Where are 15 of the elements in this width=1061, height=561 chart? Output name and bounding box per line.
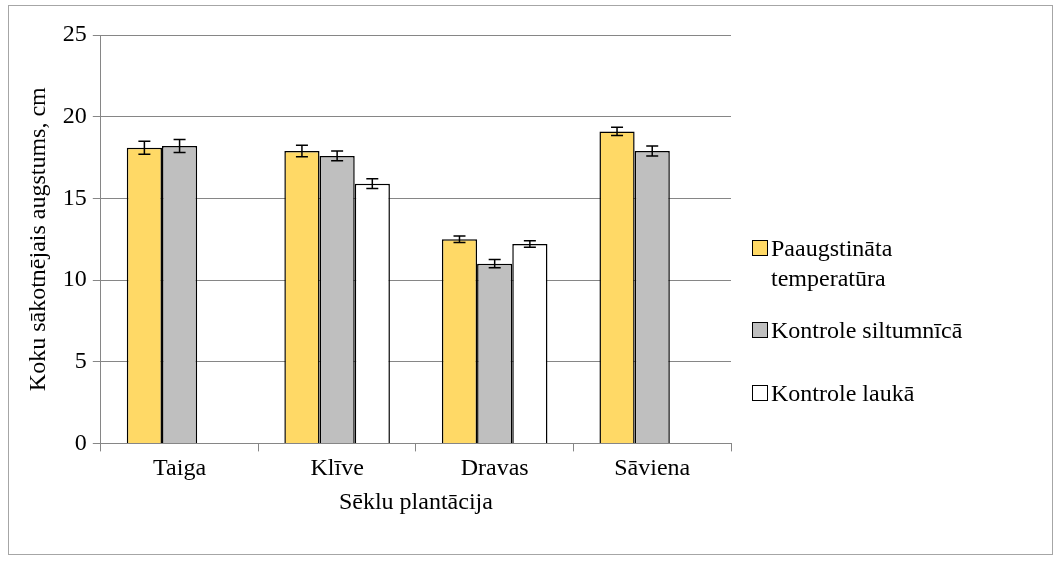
x-tick-label: Taiga (153, 454, 207, 481)
y-axis-title: Koku sākotnējais augstums, cm (23, 86, 50, 392)
x-tick-label: Sāviena (614, 454, 691, 481)
y-tick-label: 5 (74, 347, 87, 374)
x-tick-label: Klīve (310, 454, 364, 481)
legend-label: Kontrole siltumnīcā (771, 316, 963, 345)
text: Kontrole laukā (771, 379, 915, 408)
y-tick-label: 15 (62, 183, 87, 210)
y-tick-label: 20 (62, 101, 87, 128)
y-tick-label: 10 (62, 265, 87, 292)
x-axis-title: Sēklu plantācija (338, 487, 494, 514)
y-tick-label: 25 (62, 20, 87, 47)
y-tick-label: 0 (74, 428, 87, 455)
legend-label: Paaugstināta temperatūra (771, 234, 894, 293)
x-tick-label: Dravas (460, 454, 529, 481)
